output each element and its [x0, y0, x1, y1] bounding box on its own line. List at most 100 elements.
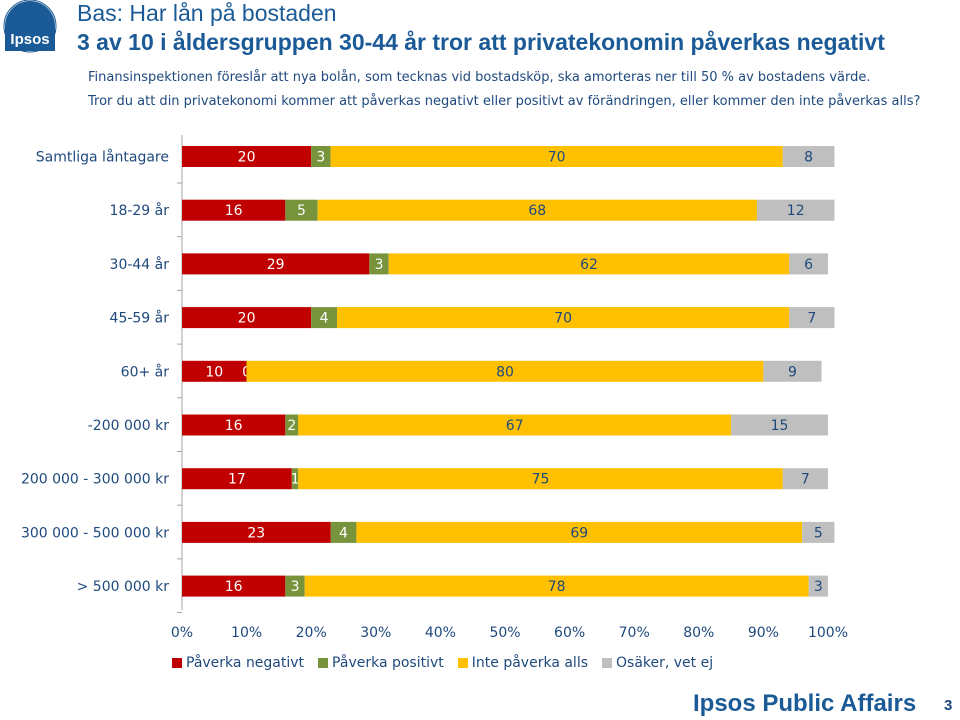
data-label: 3 [814, 579, 823, 595]
data-label: 6 [804, 257, 813, 273]
x-tick-label: 90% [748, 625, 779, 641]
category-label: 30-44 år [110, 256, 170, 273]
x-tick-label: 50% [489, 625, 520, 641]
legend-swatch [602, 658, 612, 668]
bar-segment [369, 253, 389, 275]
legend-label: Osäker, vet ej [616, 655, 714, 671]
bar-segment [311, 307, 338, 329]
bar-segment [756, 199, 835, 221]
bar-segment [337, 307, 790, 329]
question-line-1: Finansinspektionen föreslår att nya bolå… [88, 70, 871, 85]
title-base: Bas: Har lån på bostaden [77, 0, 337, 26]
data-label: 4 [320, 311, 329, 327]
data-label: 8 [804, 150, 813, 166]
bar-segment [304, 575, 809, 597]
data-label: 4 [339, 525, 348, 541]
category-label: Samtliga låntagare [36, 149, 169, 166]
bar-segment [182, 199, 286, 221]
legend-item: Osäker, vet ej [602, 655, 713, 671]
data-label: 67 [506, 418, 524, 434]
bar-segment [782, 146, 835, 167]
bar-segment [298, 468, 783, 490]
data-label: 3 [375, 257, 384, 273]
question-line-2: Tror du att din privatekonomi kommer att… [88, 94, 921, 109]
data-label: 7 [807, 311, 816, 327]
title-headline: 3 av 10 i åldersgruppen 30-44 år tror at… [77, 29, 885, 55]
legend-item: Inte påverka alls [457, 655, 588, 671]
bar-segment [182, 468, 292, 490]
bar-segment [763, 360, 822, 382]
bar-segment [182, 253, 370, 275]
bar-segment [182, 575, 286, 597]
data-label: 23 [247, 525, 265, 541]
data-label: 78 [548, 579, 566, 595]
x-tick-label: 60% [554, 625, 585, 641]
bar-segment [808, 575, 828, 597]
data-label: 70 [554, 311, 572, 327]
bar-segment [285, 199, 318, 221]
bar-segment [731, 414, 828, 436]
bar-segment [356, 521, 803, 543]
bar-segment [182, 414, 286, 436]
x-tick-label: 30% [360, 625, 391, 641]
chart-legend: Påverka negativt Påverka positivt Inte påv… [172, 655, 727, 671]
data-label: 5 [297, 203, 306, 219]
data-label: 1 [291, 472, 300, 488]
data-label: 70 [548, 150, 566, 166]
data-label: 68 [528, 203, 546, 219]
logo-text: Ipsos [10, 31, 49, 48]
legend-swatch [457, 658, 468, 668]
legend-item: Påverka negativt [172, 655, 304, 671]
x-tick-label: 80% [683, 625, 714, 641]
bar-segment [182, 360, 247, 382]
category-label: > 500 000 kr [77, 579, 170, 595]
legend-label: Påverka negativt [186, 655, 305, 671]
x-tick-label: 0% [171, 625, 193, 641]
data-label: 15 [771, 418, 789, 434]
category-label: 45-59 år [110, 310, 170, 327]
x-tick-label: 20% [296, 625, 327, 641]
legend-label: Inte påverka alls [471, 655, 588, 671]
x-tick-label: 70% [619, 625, 650, 641]
stacked-bar-chart: Samtliga låntagare 20 3 70 818-29 år 16 5 68 123… [21, 135, 848, 641]
bar-segment [246, 360, 764, 382]
x-tick-label: 10% [231, 625, 262, 641]
data-label: 20 [238, 311, 256, 327]
data-label: 75 [532, 472, 550, 488]
category-label: 200 000 - 300 000 kr [21, 472, 169, 488]
bar-segment [388, 253, 790, 275]
data-label: 7 [801, 472, 810, 488]
bar-segment [782, 468, 828, 490]
bar-segment [182, 521, 331, 543]
category-label: 18-29 år [110, 202, 170, 219]
data-label: 20 [238, 150, 256, 166]
bar-segment [330, 146, 783, 167]
category-label: 300 000 - 500 000 kr [21, 525, 169, 541]
data-label: 80 [496, 364, 514, 380]
data-label: 12 [787, 203, 805, 219]
bar-segment [298, 414, 732, 436]
ipsos-logo: Ipsos [3, 0, 57, 53]
legend-swatch [172, 658, 182, 668]
data-label: 5 [814, 525, 823, 541]
bar-segment [285, 414, 299, 436]
data-label: 16 [225, 418, 243, 434]
legend-swatch [318, 658, 329, 668]
bar-segment [182, 307, 312, 329]
data-label: 2 [287, 418, 296, 434]
data-label: 3 [291, 579, 300, 595]
bar-segment [789, 253, 828, 275]
data-label: 62 [580, 257, 598, 273]
x-tick-label: 40% [425, 625, 456, 641]
data-label: 29 [267, 257, 285, 273]
category-label: -200 000 kr [88, 418, 170, 434]
data-label: 17 [228, 472, 246, 488]
bar-segment [182, 146, 312, 167]
data-label: 16 [225, 579, 243, 595]
data-label: 10 [205, 364, 223, 380]
data-label: 9 [788, 364, 797, 380]
bar-segment [789, 307, 835, 329]
bar-segment [317, 199, 757, 221]
bar-segment [291, 468, 299, 490]
footer-brand: Ipsos Public Affairs [693, 690, 917, 717]
